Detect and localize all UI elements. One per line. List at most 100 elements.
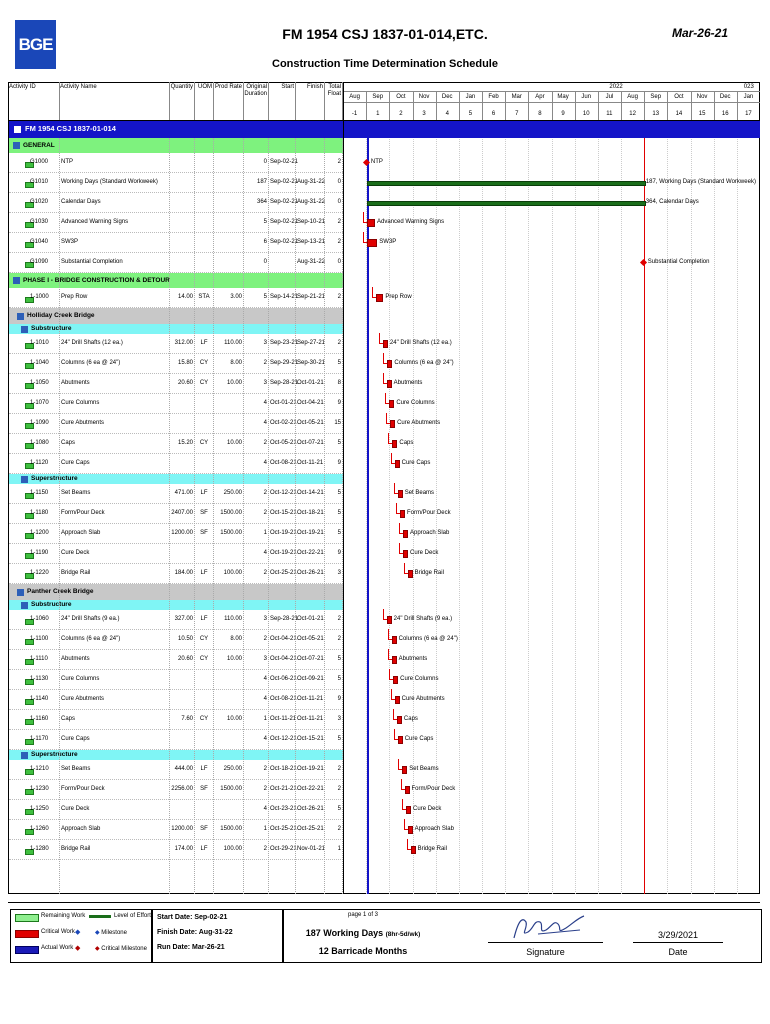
group-substructure[interactable]: Substructure (9, 600, 343, 610)
critical-bar[interactable] (397, 736, 403, 744)
group-holliday[interactable]: Holliday Creek Bridge (9, 308, 343, 324)
critical-bar[interactable] (391, 656, 397, 664)
group-label: Substructure (31, 325, 72, 332)
col-header-quantity[interactable]: Quantity (170, 84, 193, 90)
cell-dur: 364 (256, 199, 267, 205)
table-row[interactable]: 1-1080 Caps 15.20 CY 10.00 2 Oct-05-21 Oct-07-2… (9, 434, 343, 454)
table-row[interactable]: G1010 Working Days (Standard Workweek) 187… (9, 173, 343, 193)
table-row[interactable]: 1-1050 Abutments 20.60 CY 10.00 3 Sep-28-21 Oct… (9, 374, 343, 394)
month-gridline (435, 121, 437, 894)
project-band[interactable]: FM 1954 CSJ 1837-01-014 (9, 121, 760, 138)
table-row[interactable]: 1-1120 Cure Caps 4 Oct-08-21 Oct-11-21 9 (9, 454, 343, 474)
col-header-uom[interactable]: UOM (198, 84, 212, 90)
cell-id: 1-1000 (30, 294, 49, 300)
table-row[interactable]: 1-1250 Cure Deck 4 Oct-23-21 Oct-26-21 5 (9, 800, 343, 820)
critical-bar[interactable] (394, 460, 400, 468)
critical-bar[interactable] (402, 766, 408, 774)
col-header-prod-rate[interactable]: Prod Rate (214, 84, 242, 90)
critical-bar[interactable] (392, 440, 398, 448)
critical-bar[interactable] (386, 616, 392, 624)
cell-float: 9 (337, 400, 341, 406)
table-row[interactable]: 1-1220 Bridge Rail 184.00 LF 100.00 2 Oct-25-2… (9, 564, 343, 584)
link-line (362, 232, 367, 243)
group-phase1[interactable]: PHASE I - BRIDGE CONSTRUCTION & DETOUR (9, 273, 343, 288)
critical-bar[interactable] (407, 570, 413, 578)
table-row[interactable]: 1-1000 Prep Row 14.00 STA 3.00 5 Sep-14-21 Sep-… (9, 288, 343, 308)
critical-bar[interactable] (399, 510, 405, 518)
critical-bar[interactable] (386, 380, 392, 388)
cell-name: Caps (61, 716, 76, 722)
table-row[interactable]: 1-1130 Cure Columns 4 Oct-06-21 Oct-09-21 5 (9, 670, 343, 690)
critical-bar[interactable] (396, 716, 402, 724)
critical-bar[interactable] (397, 490, 403, 498)
cell-id: 1-1040 (30, 360, 49, 366)
gantt-label: Cure Columns (396, 400, 435, 406)
critical-bar[interactable] (366, 219, 375, 227)
cell-finish: Oct-07-21 (297, 656, 324, 662)
critical-bar[interactable] (389, 400, 395, 408)
critical-bar[interactable] (403, 530, 408, 538)
table-row[interactable]: G1090 Substantial Completion 0 Aug-31-22 0 (9, 253, 343, 273)
group-panther[interactable]: Panther Creek Bridge (9, 584, 343, 600)
table-row[interactable]: 1-1110 Abutments 20.60 CY 10.00 3 Oct-04-21 Oct… (9, 650, 343, 670)
col-gridline (59, 138, 60, 894)
col-header-activity-id[interactable]: Activity ID (9, 84, 36, 90)
critical-bar[interactable] (394, 696, 400, 704)
table-row[interactable]: 1-1090 Cure Abutments 4 Oct-02-21 Oct-05-21 1… (9, 414, 343, 434)
table-row[interactable]: 1-1280 Bridge Rail 174.00 LF 100.00 2 Oct-29-2… (9, 840, 343, 860)
critical-bar[interactable] (387, 360, 393, 368)
table-row[interactable]: 1-1140 Cure Abutments 4 Oct-08-21 Oct-11-21 9 (9, 690, 343, 710)
col-header-activity-name[interactable]: Activity Name (60, 84, 97, 90)
table-row[interactable]: 1-1260 Approach Slab 1200.00 SF 1500.00 1 Oct-… (9, 820, 343, 840)
critical-bar[interactable] (403, 550, 408, 558)
group-general[interactable]: GENERAL (9, 138, 343, 153)
col-header-finish[interactable]: Finish (306, 84, 323, 90)
table-row[interactable]: 1-1070 Cure Columns 4 Oct-01-21 Oct-04-21 9 (9, 394, 343, 414)
table-row[interactable]: G1020 Calendar Days 364 Sep-02-21 Aug-31-22 0 (9, 193, 343, 213)
month-number: 10 (582, 111, 590, 117)
table-row[interactable]: 1-1170 Cure Caps 4 Oct-12-21 Oct-15-21 5 (9, 730, 343, 750)
table-row[interactable]: G1030 Advanced Warning Signs 5 Sep-02-21 Sep… (9, 213, 343, 233)
table-row[interactable]: 1-1010 24" Drill Shafts (12 ea.) 312.00 LF 1… (9, 334, 343, 354)
table-row[interactable]: 1-1150 Set Beams 471.00 LF 250.00 2 Oct-12-21 O… (9, 484, 343, 504)
month-gridline (736, 121, 738, 894)
table-row[interactable]: 1-1100 Columns (6 ea @ 24") 10.50 CY 8.00 2 Oc… (9, 630, 343, 650)
loe-bar[interactable] (366, 201, 646, 206)
loe-bar[interactable] (366, 181, 646, 186)
month-label: Feb (488, 94, 499, 100)
critical-bar[interactable] (382, 340, 388, 348)
table-row[interactable]: G1000 NTP 0 Sep-02-21 2 (9, 153, 343, 173)
col-header-start[interactable]: Start (281, 84, 294, 90)
col-header-orig-duration[interactable]: Original Duration (244, 84, 267, 97)
table-row[interactable]: 1-1040 Columns (6 ea @ 24") 15.80 CY 8.00 2 Se… (9, 354, 343, 374)
table-row[interactable]: 1-1190 Cure Deck 4 Oct-19-21 Oct-22-21 9 (9, 544, 343, 564)
table-row[interactable]: G1040 SW3P 6 Sep-02-21 Sep-13-21 2 (9, 233, 343, 253)
link-line (393, 729, 398, 740)
signed-date: 3/29/2021 (657, 930, 699, 940)
month-label: Dec (719, 94, 731, 100)
table-row[interactable]: 1-1200 Approach Slab 1200.00 SF 1500.00 1 Oct-… (9, 524, 343, 544)
critical-bar[interactable] (393, 676, 399, 684)
cell-rate: 10.00 (226, 716, 242, 722)
critical-bar[interactable] (407, 826, 413, 834)
group-substructure[interactable]: Substructure (9, 324, 343, 334)
table-row[interactable]: 1-1210 Set Beams 444.00 LF 250.00 2 Oct-18-21 O… (9, 760, 343, 780)
critical-bar[interactable] (406, 806, 412, 814)
critical-bar[interactable] (410, 846, 416, 854)
table-row[interactable]: 1-1230 Form/Pour Deck 2256.00 SF 1500.00 2 Oct… (9, 780, 343, 800)
cell-rate: 250.00 (223, 490, 242, 496)
cell-qty: 20.60 (177, 656, 193, 662)
critical-bar[interactable] (390, 420, 396, 428)
critical-bar[interactable] (391, 636, 397, 644)
critical-bar[interactable] (366, 239, 378, 247)
group-superstructure[interactable]: Superstructure (9, 750, 343, 760)
table-row[interactable]: 1-1060 24" Drill Shafts (9 ea.) 327.00 LF 11… (9, 610, 343, 630)
table-row[interactable]: 1-1180 Form/Pour Deck 2407.00 SF 1500.00 2 Oct… (9, 504, 343, 524)
table-row[interactable]: 1-1160 Caps 7.60 CY 10.00 1 Oct-11-21 Oct-11-21… (9, 710, 343, 730)
gantt-label: Cure Abutments (397, 420, 441, 426)
critical-bar[interactable] (404, 786, 410, 794)
cell-start: Oct-04-21 (270, 636, 297, 642)
col-header-total-float[interactable]: Total Float (327, 84, 341, 97)
group-superstructure[interactable]: Superstructure (9, 474, 343, 484)
critical-bar[interactable] (376, 294, 384, 302)
